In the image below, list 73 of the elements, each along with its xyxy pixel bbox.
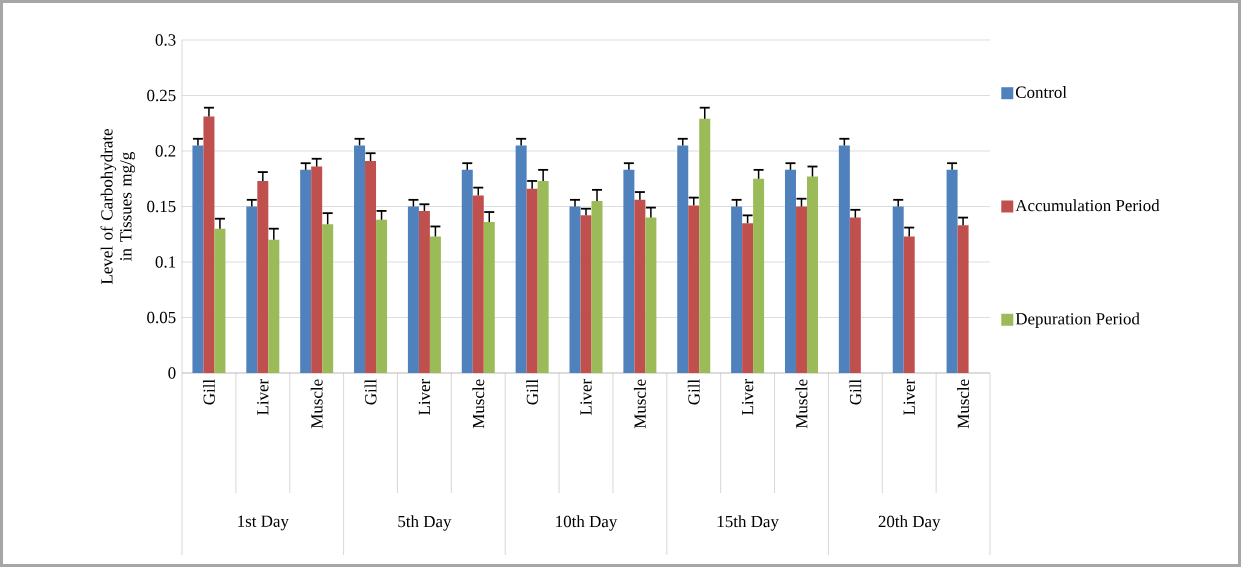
bar (731, 206, 743, 373)
x-tick-label: Gill (526, 379, 539, 405)
bar (461, 169, 473, 373)
bar (946, 169, 958, 373)
x-tick-label: Muscle (310, 379, 323, 429)
x-tick-label: Liver (903, 378, 915, 416)
bar (268, 239, 280, 373)
legend-label: Accumulation Period (1015, 199, 1160, 212)
legend-label: Control (1015, 86, 1067, 98)
bar (526, 188, 538, 373)
bar (365, 160, 377, 373)
bar (806, 176, 818, 373)
bar (322, 224, 334, 373)
bar (623, 169, 635, 373)
x-tick-label: Liver (741, 378, 754, 416)
y-tick-label: 0.15 (147, 200, 176, 213)
y-tick-label: 0.2 (155, 145, 176, 157)
bar (591, 200, 603, 373)
x-tick-label: Gill (202, 379, 215, 405)
x-tick-label: Liver (580, 378, 592, 416)
bar (214, 228, 226, 373)
bar (300, 169, 312, 373)
bar (569, 206, 581, 373)
bar (580, 215, 592, 373)
y-tick-label: 0.3 (155, 34, 176, 46)
x-tick-label: Gill (687, 379, 700, 405)
bar (784, 169, 796, 373)
bar (849, 217, 861, 373)
bar (407, 206, 419, 373)
x-tick-label: Muscle (472, 379, 485, 429)
x-tick-label: Muscle (957, 379, 970, 429)
bar (515, 145, 527, 373)
text: 15th Day (717, 515, 779, 531)
legend-label: Depuration Period (1015, 312, 1140, 328)
bar (483, 222, 495, 373)
bar (903, 236, 915, 373)
bar (257, 180, 269, 373)
bar (677, 145, 689, 373)
bar (838, 145, 850, 373)
y-tick-label: 0.25 (147, 89, 176, 102)
bar (472, 195, 484, 373)
bar (537, 180, 549, 373)
bar (311, 166, 323, 373)
y-tick-label: 0.1 (155, 256, 176, 268)
text: 20th Day (878, 515, 941, 531)
bar (753, 178, 765, 373)
bar (246, 206, 258, 373)
bar (688, 205, 700, 373)
bar (645, 217, 657, 373)
bar (634, 199, 646, 373)
bar (892, 206, 904, 373)
x-tick-label: Liver (257, 378, 269, 416)
bar (376, 219, 388, 373)
text: 10th Day (556, 515, 618, 531)
y-tick-label: 0 (168, 367, 176, 379)
x-tick-label: Gill (849, 379, 862, 405)
x-tick-label: Muscle (633, 379, 646, 429)
y-tick-label: 0.05 (147, 311, 176, 324)
bar (203, 116, 215, 373)
bar (699, 118, 711, 373)
bar (957, 225, 969, 373)
text: 5th Day (398, 515, 452, 531)
bar (795, 206, 807, 373)
text: 1st Day (238, 515, 289, 531)
x-tick-label: Liver (418, 378, 431, 416)
bar (192, 145, 204, 373)
y-axis-title: Level of Carbohydrate in Tissues mg/g (100, 129, 136, 285)
bar (354, 145, 366, 373)
bar (429, 236, 441, 373)
bar (418, 210, 430, 373)
x-tick-label: Muscle (795, 379, 808, 429)
bar (742, 223, 754, 373)
x-tick-label: Gill (364, 379, 377, 405)
